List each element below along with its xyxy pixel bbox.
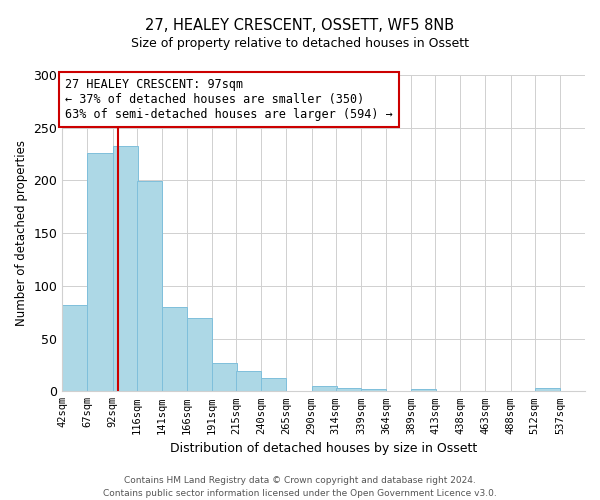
Bar <box>137 182 162 392</box>
Bar <box>535 388 560 392</box>
Text: Size of property relative to detached houses in Ossett: Size of property relative to detached ho… <box>131 38 469 51</box>
Bar <box>336 388 361 392</box>
Bar <box>187 318 212 392</box>
Bar <box>411 389 436 392</box>
Text: Contains HM Land Registry data © Crown copyright and database right 2024.
Contai: Contains HM Land Registry data © Crown c… <box>103 476 497 498</box>
Bar <box>311 386 337 392</box>
Text: 27, HEALEY CRESCENT, OSSETT, WF5 8NB: 27, HEALEY CRESCENT, OSSETT, WF5 8NB <box>145 18 455 32</box>
Bar <box>88 153 113 392</box>
Bar <box>236 372 262 392</box>
Bar <box>162 307 187 392</box>
Bar <box>62 305 88 392</box>
Y-axis label: Number of detached properties: Number of detached properties <box>15 140 28 326</box>
Bar <box>212 363 237 392</box>
X-axis label: Distribution of detached houses by size in Ossett: Distribution of detached houses by size … <box>170 442 477 455</box>
Bar <box>361 389 386 392</box>
Bar <box>262 378 286 392</box>
Bar <box>113 146 137 392</box>
Text: 27 HEALEY CRESCENT: 97sqm
← 37% of detached houses are smaller (350)
63% of semi: 27 HEALEY CRESCENT: 97sqm ← 37% of detac… <box>65 78 392 121</box>
